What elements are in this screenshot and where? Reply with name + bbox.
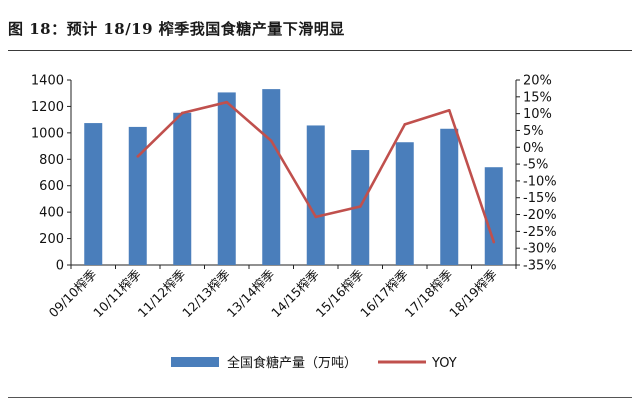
yoy-point: [492, 240, 496, 244]
left-axis-tick-label: 200: [39, 232, 64, 247]
left-axis-tick-label: 600: [39, 179, 64, 194]
left-axis-tick-label: 1200: [31, 100, 64, 115]
footer-rule: [8, 397, 632, 398]
bar: [440, 128, 459, 265]
right-axis-tick-label: -30%: [523, 242, 557, 257]
right-axis-tick-label: 10%: [523, 107, 552, 122]
right-axis-tick-label: -15%: [523, 191, 557, 206]
yoy-point: [225, 100, 229, 104]
left-axis-tick-label: 400: [39, 206, 64, 221]
bar: [84, 123, 103, 265]
yoy-point: [447, 108, 451, 112]
right-axis-tick-label: -35%: [523, 259, 557, 274]
legend-line-label: YOY: [431, 356, 457, 371]
yoy-point: [358, 205, 362, 208]
right-axis-tick-label: -5%: [523, 158, 548, 173]
bar: [484, 167, 503, 265]
left-axis-tick-label: 1000: [31, 126, 64, 141]
bar: [128, 126, 147, 266]
right-axis-tick-label: 15%: [523, 90, 552, 105]
yoy-point: [180, 111, 184, 115]
right-axis-tick-label: 20%: [523, 74, 552, 89]
right-axis-tick-label: 5%: [523, 124, 544, 139]
yoy-point: [136, 155, 140, 158]
left-axis-tick-label: 800: [39, 153, 64, 168]
chart-title: 图 18：预计 18/19 榨季我国食糖产量下滑明显: [8, 20, 345, 38]
yoy-point: [269, 139, 273, 143]
yoy-point: [403, 123, 407, 126]
right-axis-tick-label: -20%: [523, 208, 557, 223]
bar: [395, 142, 414, 265]
right-axis-tick-label: 0%: [523, 141, 544, 156]
right-axis-tick-label: -25%: [523, 225, 557, 240]
left-axis-tick-label: 1400: [31, 74, 64, 89]
legend-bar-label: 全国食糖产量（万吨）: [227, 355, 357, 371]
bar: [173, 112, 192, 266]
legend-bar-swatch: [171, 357, 219, 367]
bar: [217, 92, 236, 266]
title-rule: [8, 50, 632, 51]
right-axis-tick-label: -10%: [523, 174, 557, 189]
bar: [262, 89, 281, 265]
left-axis-tick-label: 0: [56, 259, 64, 274]
x-axis-category-label: 18/19榨季: [446, 266, 500, 320]
bar: [306, 125, 325, 265]
yoy-point: [314, 215, 318, 219]
